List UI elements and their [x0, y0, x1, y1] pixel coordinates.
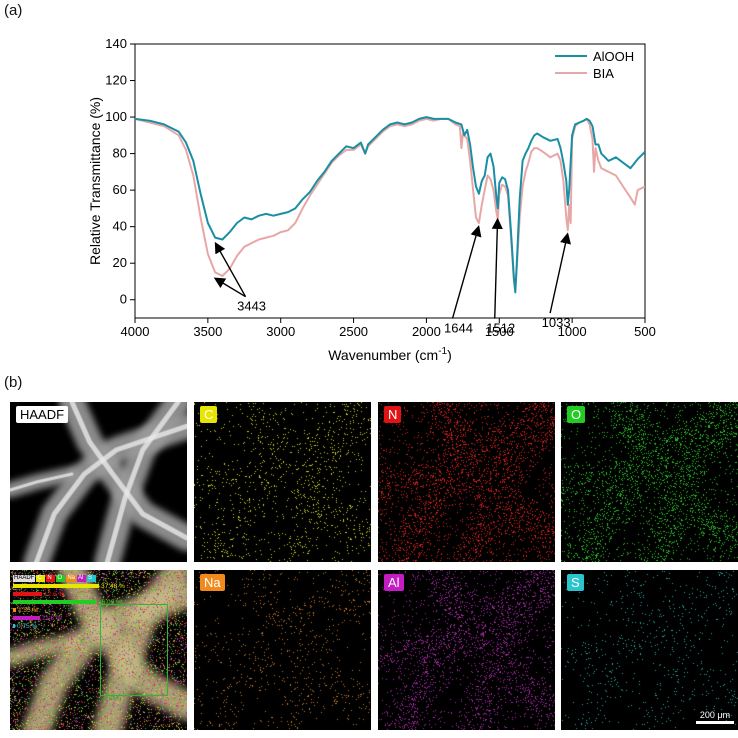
overlay-percent-text: 0.75 %: [17, 622, 38, 630]
legend-label-alooh: AlOOH: [593, 49, 634, 64]
annotation-label: 1644: [444, 321, 473, 336]
scale-bar-label: 200 μm: [699, 710, 731, 720]
overlay-percent-text: 11.8 %: [42, 614, 62, 622]
x-tick-label: 2000: [412, 324, 441, 339]
eds-overlay-tile: HAADF C N O Na Al S 37.48 % 12.6 % 36.09 % 1.35 % 1…: [10, 570, 187, 730]
x-tick-label: 3500: [193, 324, 222, 339]
eds-map-tile-al: Al: [378, 570, 555, 730]
y-tick-label: 40: [113, 219, 127, 234]
panel-a-label: (a): [4, 2, 23, 19]
overlay-percent-bar: [13, 600, 96, 604]
x-tick-label: 1500: [485, 324, 514, 339]
y-tick-label: 100: [105, 109, 127, 124]
annotation-arrow: [213, 277, 246, 298]
overlay-legend: HAADF C N O Na Al S 37.48 % 12.6 % 36.09 % 1.35 % 1…: [13, 574, 125, 630]
haadf-label: HAADF: [16, 406, 69, 423]
eds-map-tile-n: N: [378, 402, 555, 562]
element-badge-s: S: [567, 574, 584, 591]
eds-map-tile-na: Na: [194, 570, 371, 730]
x-tick-label: 3000: [266, 324, 295, 339]
overlay-chip: C: [36, 574, 46, 582]
plot-frame: [134, 43, 646, 319]
y-axis-label: Relative Transmittance (%): [87, 97, 103, 265]
annotation-arrow: [549, 232, 571, 314]
map-image: [194, 402, 371, 562]
overlay-percent-bar: [13, 608, 16, 612]
y-tick-label: 20: [113, 255, 127, 270]
x-axis-label: Wavenumber (cm-1): [328, 346, 452, 363]
y-tick-label: 120: [105, 73, 127, 88]
element-badge-n: N: [384, 406, 402, 423]
map-image: [194, 570, 371, 730]
x-tick-label: 500: [634, 324, 656, 339]
overlay-percent-bar: [13, 624, 15, 628]
map-image: [378, 402, 555, 562]
element-badge-o: O: [567, 406, 586, 423]
legend-label-bia: BIA: [593, 66, 614, 81]
series-line-alooh: [135, 116, 645, 294]
element-badge-na: Na: [200, 574, 225, 591]
overlay-percent-row: 11.8 %: [13, 614, 125, 622]
overlay-percent-row: 1.35 %: [13, 606, 125, 614]
element-badge-c: C: [200, 406, 218, 423]
annotation-label: 1033: [542, 315, 571, 330]
annotation-arrow: [451, 225, 482, 319]
overlay-chip: Na: [66, 574, 77, 582]
annotation-arrow: [214, 241, 247, 298]
overlay-chip-row: HAADF C N O Na Al S: [13, 574, 125, 582]
y-tick-label: 140: [105, 36, 127, 51]
map-image: [561, 570, 738, 730]
scale-bar: 200 μm: [696, 710, 734, 724]
x-tick-label: 1000: [558, 324, 587, 339]
overlay-percent-bar: [13, 616, 40, 620]
annotation-label: 1512: [486, 321, 515, 336]
x-tick-label: 4000: [121, 324, 150, 339]
map-image: [378, 570, 555, 730]
overlay-percent-text: 36.09 %: [98, 598, 122, 606]
overlay-percent-text: 1.35 %: [18, 606, 39, 614]
overlay-chip: HAADF: [13, 574, 36, 582]
scale-bar-line: [696, 721, 734, 724]
annotation-label: 3443: [237, 299, 266, 314]
haadf-image-tile: HAADF: [10, 402, 187, 562]
ftir-chart: 4000 3500 3000 2500 2000 1500 1000 500 0 20 40 60 80…: [87, 36, 656, 363]
overlay-percent-bar: [13, 592, 42, 596]
y-tick-label: 0: [120, 292, 127, 307]
eds-map-tile-o: O: [561, 402, 738, 562]
overlay-percent-row: 37.48 %: [13, 582, 125, 590]
map-image: [561, 402, 738, 562]
overlay-percent-row: 36.09 %: [13, 598, 125, 606]
x-tick-label: 2500: [339, 324, 368, 339]
map-image: [10, 402, 187, 562]
y-tick-label: 60: [113, 182, 127, 197]
element-badge-al: Al: [384, 574, 404, 591]
area-selection-box: [100, 604, 168, 696]
annotation-arrow: [491, 217, 503, 319]
area-label: Area#1: [103, 696, 123, 702]
eds-map-tile-s: S 200 μm: [561, 570, 738, 730]
overlay-chip: N: [46, 574, 56, 582]
panel-b-label: (b): [4, 374, 23, 391]
overlay-percent-text: 12.6 %: [44, 590, 65, 598]
overlay-chip: S: [87, 574, 97, 582]
overlay-chip: Al: [77, 574, 87, 582]
overlay-chip: O: [56, 574, 66, 582]
eds-map-tile-c: C: [194, 402, 371, 562]
map-image: [10, 570, 187, 730]
overlay-percent-row: 0.75 %: [13, 622, 125, 630]
overlay-percent-row: 12.6 %: [13, 590, 125, 598]
overlay-percent-text: 37.48 %: [101, 582, 125, 590]
overlay-percent-bar: [13, 584, 99, 588]
y-tick-label: 80: [113, 146, 127, 161]
